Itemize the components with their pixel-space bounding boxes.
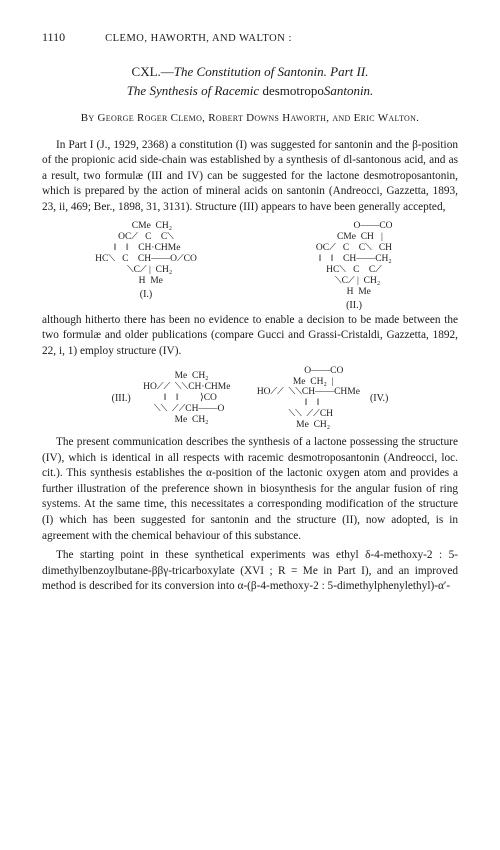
- paragraph-2: although hitherto there has been no evid…: [42, 313, 458, 360]
- title-line2a: The Synthesis of Racemic: [127, 83, 263, 98]
- title-desmo: desmotropo: [262, 83, 323, 98]
- paragraph-1: In Part I (J., 1929, 2368) a constitutio…: [42, 138, 458, 216]
- page: 1110 CLEMO, HAWORTH, AND WALTON : CXL.—T…: [0, 0, 500, 619]
- header-row: 1110 CLEMO, HAWORTH, AND WALTON :: [42, 30, 458, 45]
- article-title: CXL.—The Constitution of Santonin. Part …: [42, 63, 458, 101]
- structure-3-label: (III.): [112, 393, 131, 404]
- page-number: 1110: [42, 30, 65, 45]
- structure-row-1: CMe CH₂ OC⟋ C C⟍ ‖ ‖ CH·CHMe HC⟍ C CH——O…: [42, 221, 458, 310]
- structure-4-diagram: O——CO Me CH₂ | HO⟋⟋ ⟍⟍CH——CHMe ‖ ‖ ⟍⟍ ⟋⟋…: [254, 366, 360, 432]
- structure-2: O——CO CMe CH | OC⟋ C C⟍ CH ‖ ‖ CH——CH₂ H…: [254, 221, 454, 310]
- structure-3-diagram: Me CH₂ HO⟋⟋ ⟍⟍CH·CHMe ‖ ‖ ⟩CO ⟍⟍ ⟋⟋CH——O…: [141, 371, 231, 426]
- structure-row-2: (III.) Me CH₂ HO⟋⟋ ⟍⟍CH·CHMe ‖ ‖ ⟩CO ⟍⟍ …: [42, 366, 458, 432]
- authors-line: By George Roger Clemo, Robert Downs Hawo…: [42, 111, 458, 126]
- title-number: CXL.—: [132, 64, 174, 79]
- title-line1: The Constitution of Santonin. Part II.: [174, 64, 369, 79]
- structure-2-label: (II.): [254, 300, 454, 311]
- structure-1: CMe CH₂ OC⟋ C C⟍ ‖ ‖ CH·CHMe HC⟍ C CH——O…: [46, 221, 246, 310]
- structure-1-label: (I.): [46, 289, 246, 300]
- structure-2-diagram: O——CO CMe CH | OC⟋ C C⟍ CH ‖ ‖ CH——CH₂ H…: [254, 221, 454, 297]
- structure-1-diagram: CMe CH₂ OC⟋ C C⟍ ‖ ‖ CH·CHMe HC⟍ C CH——O…: [46, 221, 246, 287]
- paragraph-3: The present communication describes the …: [42, 435, 458, 544]
- running-head: CLEMO, HAWORTH, AND WALTON :: [105, 33, 292, 44]
- title-line2b: Santonin.: [324, 83, 373, 98]
- structure-4-label: (IV.): [370, 393, 388, 404]
- paragraph-4: The starting point in these synthetical …: [42, 548, 458, 595]
